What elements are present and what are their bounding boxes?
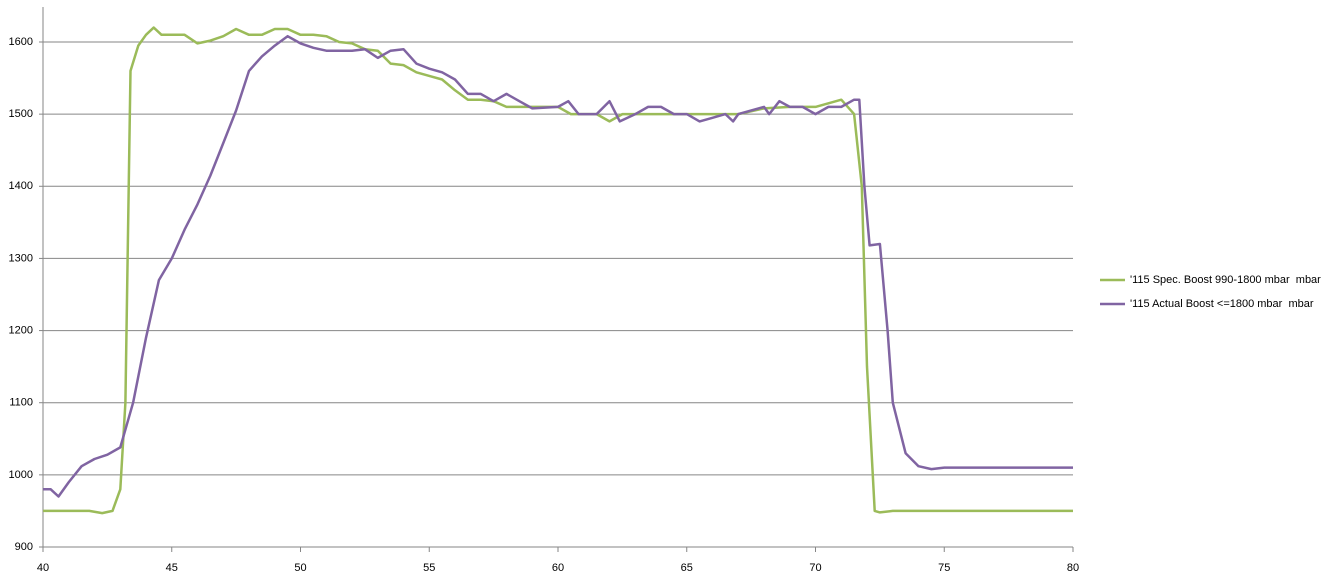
- x-tick-label: 60: [552, 562, 564, 574]
- y-tick-label: 1400: [9, 180, 33, 192]
- legend-label: '115 Spec. Boost 990-1800 mbar mbar: [1130, 274, 1321, 286]
- y-tick-label: 900: [15, 541, 33, 553]
- legend-label: '115 Actual Boost <=1800 mbar mbar: [1130, 298, 1314, 310]
- line-series: [43, 34, 1073, 498]
- y-tick-label: 1500: [9, 108, 33, 120]
- y-tick-label: 1200: [9, 324, 33, 336]
- y-tick-label: 1100: [9, 397, 33, 409]
- x-tick-label: 45: [166, 562, 178, 574]
- x-tick-label: 55: [423, 562, 435, 574]
- x-tick-label: 65: [681, 562, 693, 574]
- x-tick-label: 80: [1067, 562, 1079, 574]
- y-tick-label: 1000: [9, 469, 33, 481]
- y-tick-label: 1600: [9, 36, 33, 48]
- line-series: [43, 26, 1073, 515]
- x-tick-label: 75: [938, 562, 950, 574]
- x-tick-label: 70: [809, 562, 821, 574]
- y-tick-label: 1300: [9, 252, 33, 264]
- x-tick-label: 40: [37, 562, 49, 574]
- x-tick-label: 50: [294, 562, 306, 574]
